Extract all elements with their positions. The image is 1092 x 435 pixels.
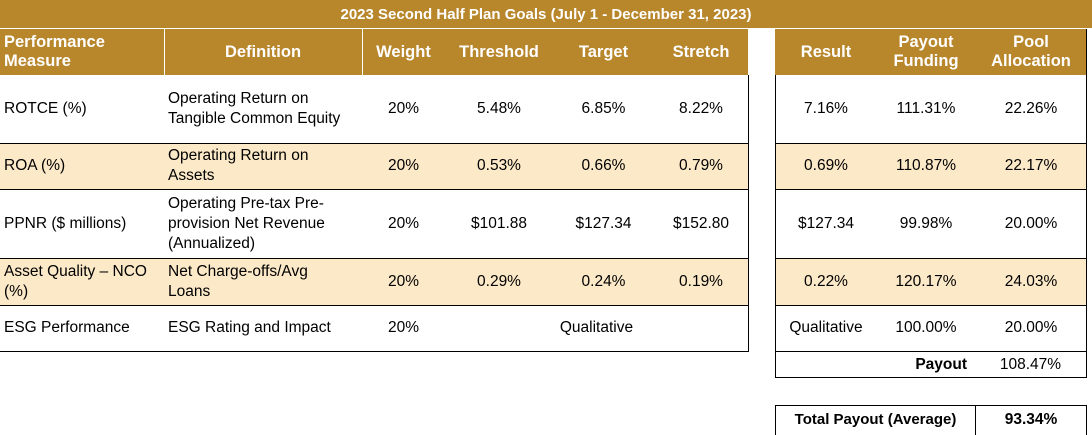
row-divider [0,305,748,306]
row-ppnr-result: $127.34 [797,214,855,232]
row-band [775,258,1087,305]
header-gap [748,29,775,75]
header-pool-allocation: Pool Allocation [975,29,1087,75]
row-esg-definition: ESG Rating and Impact [168,319,331,336]
row-rotce-pool-allocation: 22.26% [1004,100,1058,117]
row-band [0,258,748,305]
row-ppnr-definition-text: Operating Pre-tax Pre-provision Net Reve… [168,194,325,252]
row-esg-weight: 20% [387,319,420,336]
header-target: Target [553,29,654,75]
table-right-border [748,75,749,352]
header-divider [362,29,363,75]
total-payout-label: Total Payout (Average) [794,411,957,428]
results-right-border [1086,29,1087,378]
row-esg-result: Qualitative [789,319,863,336]
row-nco-measure: Asset Quality – NCO (%) [4,258,162,305]
row-rotce-threshold: 5.48% [477,100,521,117]
row-ppnr-target: $127.34 [575,214,632,232]
row-band [775,143,1087,189]
header-weight: Weight [362,29,445,75]
table-bottom-border [0,351,748,352]
payout-bottom-border [775,377,1087,378]
row-divider [775,189,1087,190]
row-esg-payout-funding: 100.00% [895,319,957,336]
payout-label: Payout [915,355,967,373]
total-payout-divider [975,405,976,435]
row-ppnr-stretch: $152.80 [672,214,730,232]
row-roa-target: 0.66% [581,157,626,174]
row-nco-definition: Net Charge-offs/Avg Loans [168,258,360,305]
row-roa-measure: ROA (%) [4,157,66,174]
row-roa-threshold: 0.53% [477,157,521,174]
header-divider [164,29,165,75]
row-rotce-result: 7.16% [804,100,848,117]
row-nco-measure-text: Asset Quality – NCO (%) [4,262,147,300]
row-divider [775,143,1087,144]
row-nco-payout-funding: 120.17% [895,272,957,290]
row-divider [0,189,748,190]
table-title: 2023 Second Half Plan Goals (July 1 - De… [0,0,1092,29]
row-band [0,143,748,189]
payout-value: 108.47% [999,356,1062,373]
row-esg-qualitative: Qualitative [559,319,634,336]
row-divider [775,258,1087,259]
row-nco-result: 0.22% [804,272,848,290]
row-roa-definition-text: Operating Return on Assets [168,147,309,184]
total-payout-value: 93.34% [1004,411,1058,428]
row-ppnr-pool-allocation: 20.00% [1004,214,1058,232]
row-divider [775,351,1087,352]
row-ppnr-weight: 20% [387,214,420,232]
row-divider [0,258,748,259]
row-nco-definition-text: Net Charge-offs/Avg Loans [168,262,308,300]
row-divider [0,143,748,144]
header-threshold: Threshold [445,29,553,75]
row-rotce-measure: ROTCE (%) [4,100,87,117]
row-rotce-payout-funding: 111.31% [896,100,956,117]
row-rotce-target: 6.85% [581,100,626,117]
header-result: Result [775,29,877,75]
header-performance-measure: Performance Measure [0,29,164,75]
row-esg-measure: ESG Performance [4,319,130,336]
row-rotce-stretch: 8.22% [679,100,723,117]
row-ppnr-definition: Operating Pre-tax Pre-provision Net Reve… [168,189,360,258]
row-ppnr-payout-funding: 99.98% [899,214,953,232]
row-rotce-definition-text: Operating Return on Tangible Common Equi… [168,90,341,127]
total-payout-box [775,405,1087,435]
header-stretch: Stretch [654,29,748,75]
header-definition: Definition [164,29,362,75]
row-esg-pool-allocation: 20.00% [1004,319,1058,336]
row-rotce-weight: 20% [387,100,420,117]
row-nco-weight: 20% [387,272,420,290]
row-ppnr-measure: PPNR ($ millions) [4,214,127,232]
row-nco-pool-allocation: 24.03% [1004,272,1058,290]
row-rotce-definition: Operating Return on Tangible Common Equi… [168,75,360,143]
header-payout-funding: Payout Funding [877,29,975,75]
row-roa-payout-funding: 110.87% [895,157,957,174]
row-nco-target: 0.24% [581,272,626,290]
row-ppnr-threshold: $101.88 [470,214,528,232]
row-roa-pool-allocation: 22.17% [1004,157,1058,174]
row-roa-stretch: 0.79% [679,157,723,174]
row-divider [775,305,1087,306]
row-roa-weight: 20% [387,157,420,174]
results-left-border [775,75,776,378]
row-roa-result: 0.69% [804,157,848,174]
row-nco-threshold: 0.29% [477,272,521,290]
row-roa-definition: Operating Return on Assets [168,143,360,189]
row-nco-stretch: 0.19% [679,272,723,290]
